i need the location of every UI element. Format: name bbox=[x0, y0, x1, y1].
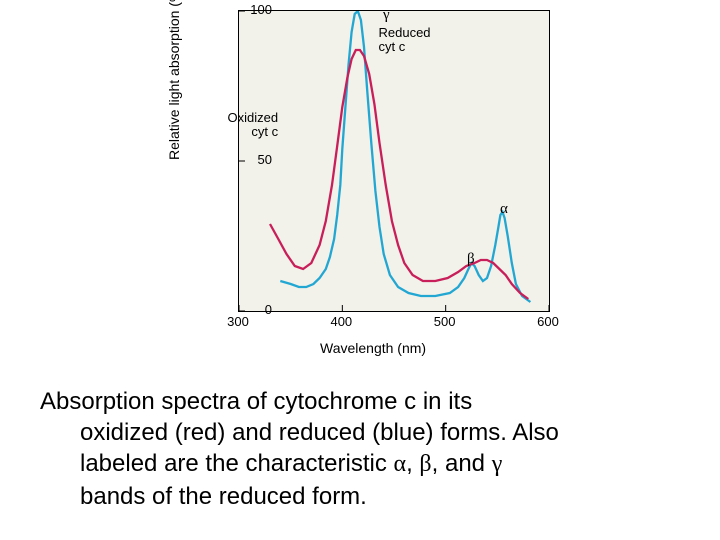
caption-line3a: labeled are the characteristic bbox=[80, 450, 394, 477]
series-reduced bbox=[280, 11, 530, 302]
series-oxidized bbox=[270, 50, 528, 299]
peak-label-gamma: γ bbox=[383, 7, 390, 24]
y-tick-label: 100 bbox=[232, 2, 272, 17]
greek-alpha: α bbox=[394, 451, 407, 477]
caption-sep1: , bbox=[406, 450, 419, 477]
x-axis-label: Wavelength (nm) bbox=[320, 340, 426, 356]
x-tick-label: 300 bbox=[218, 314, 258, 329]
x-tick-label: 600 bbox=[528, 314, 568, 329]
chart-curves bbox=[239, 11, 549, 311]
caption-line4: bands of the reduced form. bbox=[80, 483, 367, 510]
y-tick-label: 50 bbox=[232, 152, 272, 167]
caption-line3b: , and bbox=[432, 450, 492, 477]
x-tick-label: 500 bbox=[425, 314, 465, 329]
greek-beta: β bbox=[419, 451, 431, 477]
caption-line2: oxidized (red) and reduced (blue) forms.… bbox=[80, 419, 559, 446]
greek-gamma: γ bbox=[492, 451, 503, 477]
x-tick-label: 400 bbox=[321, 314, 361, 329]
y-axis-label: Relative light absorption (%) bbox=[166, 0, 182, 160]
plot-area: γ β α Reducedcyt c Oxidizedcyt c bbox=[238, 10, 550, 312]
absorption-chart: γ β α Reducedcyt c Oxidizedcyt c Relativ… bbox=[160, 0, 590, 370]
figure-caption: Absorption spectra of cytochrome c in it… bbox=[40, 386, 680, 512]
series-label-oxidized: Oxidizedcyt c bbox=[228, 111, 279, 140]
caption-line1: Absorption spectra of cytochrome c in it… bbox=[40, 388, 472, 415]
peak-label-beta: β bbox=[467, 251, 475, 268]
series-label-reduced: Reducedcyt c bbox=[379, 26, 431, 55]
peak-label-alpha: α bbox=[500, 201, 508, 218]
